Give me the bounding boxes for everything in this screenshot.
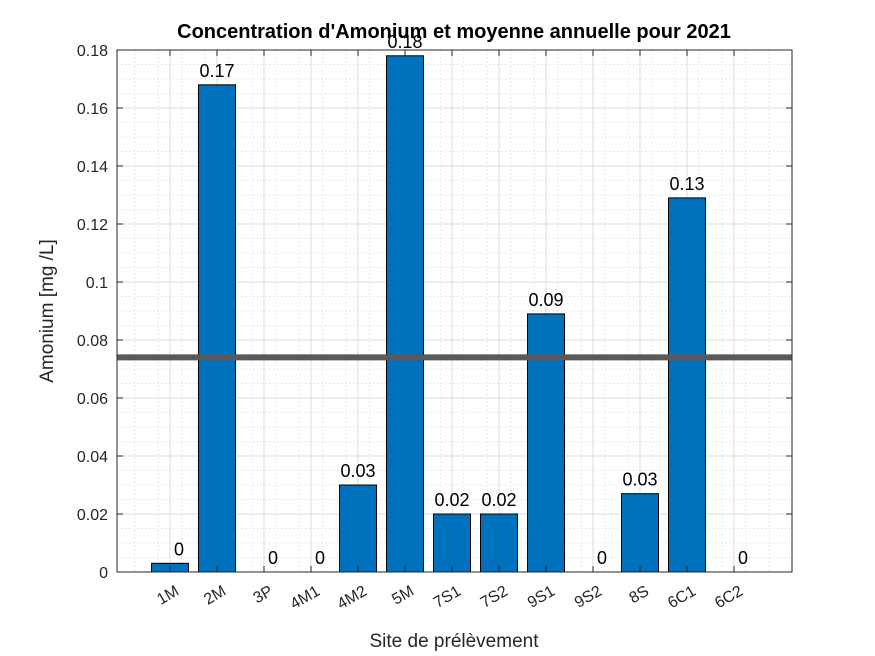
y-tick-label: 0.12 [77,217,108,234]
bar-8s [621,493,659,573]
x-axis-label: Site de prélèvement [370,631,540,652]
y-tick-label: 0.18 [77,43,108,60]
data-label-2m: 0.17 [199,61,234,81]
data-label-6c1: 0.13 [669,174,704,194]
data-label-4m2: 0.03 [340,461,375,481]
bar-6c1 [668,197,706,573]
data-labels: 0 0.17 0 0 0.03 0.18 0.02 0.02 0.09 0 0.03 0.13 0 [174,32,748,568]
data-label-5m: 0.18 [387,32,422,52]
y-tick-label: 0.1 [86,275,108,292]
bar-7s2 [480,513,518,573]
data-label-8s: 0.03 [622,470,657,490]
y-tick-label: 0 [99,565,108,582]
bar-4m2 [339,484,377,573]
data-label-9s2: 0 [597,548,607,568]
bar-2m [198,84,236,573]
data-label-1m: 0 [174,539,184,559]
y-tick-label: 0.06 [77,391,108,408]
data-label-7s1: 0.02 [434,490,469,510]
y-tick-label: 0.04 [77,449,108,466]
bar-5m [386,55,424,573]
data-label-6c2: 0 [738,548,748,568]
bar-9s1 [527,313,565,573]
data-label-7s2: 0.02 [481,490,516,510]
bar-7s1 [433,513,471,573]
y-axis-ticks: 0 0.02 0.04 0.06 0.08 0.1 0.12 0.14 0.16 0.18 [77,43,792,582]
y-tick-label: 0.14 [77,159,108,176]
y-tick-label: 0.02 [77,507,108,524]
chart-title: Concentration d'Amonium et moyenne annue… [177,21,731,43]
data-label-9s1: 0.09 [528,290,563,310]
data-label-4m1: 0 [315,548,325,568]
y-axis-label: Amonium [mg /L] [37,239,58,383]
y-tick-label: 0.08 [77,333,108,350]
y-tick-label: 0.16 [77,101,108,118]
data-label-3p: 0 [268,548,278,568]
plot-frame [116,49,793,573]
